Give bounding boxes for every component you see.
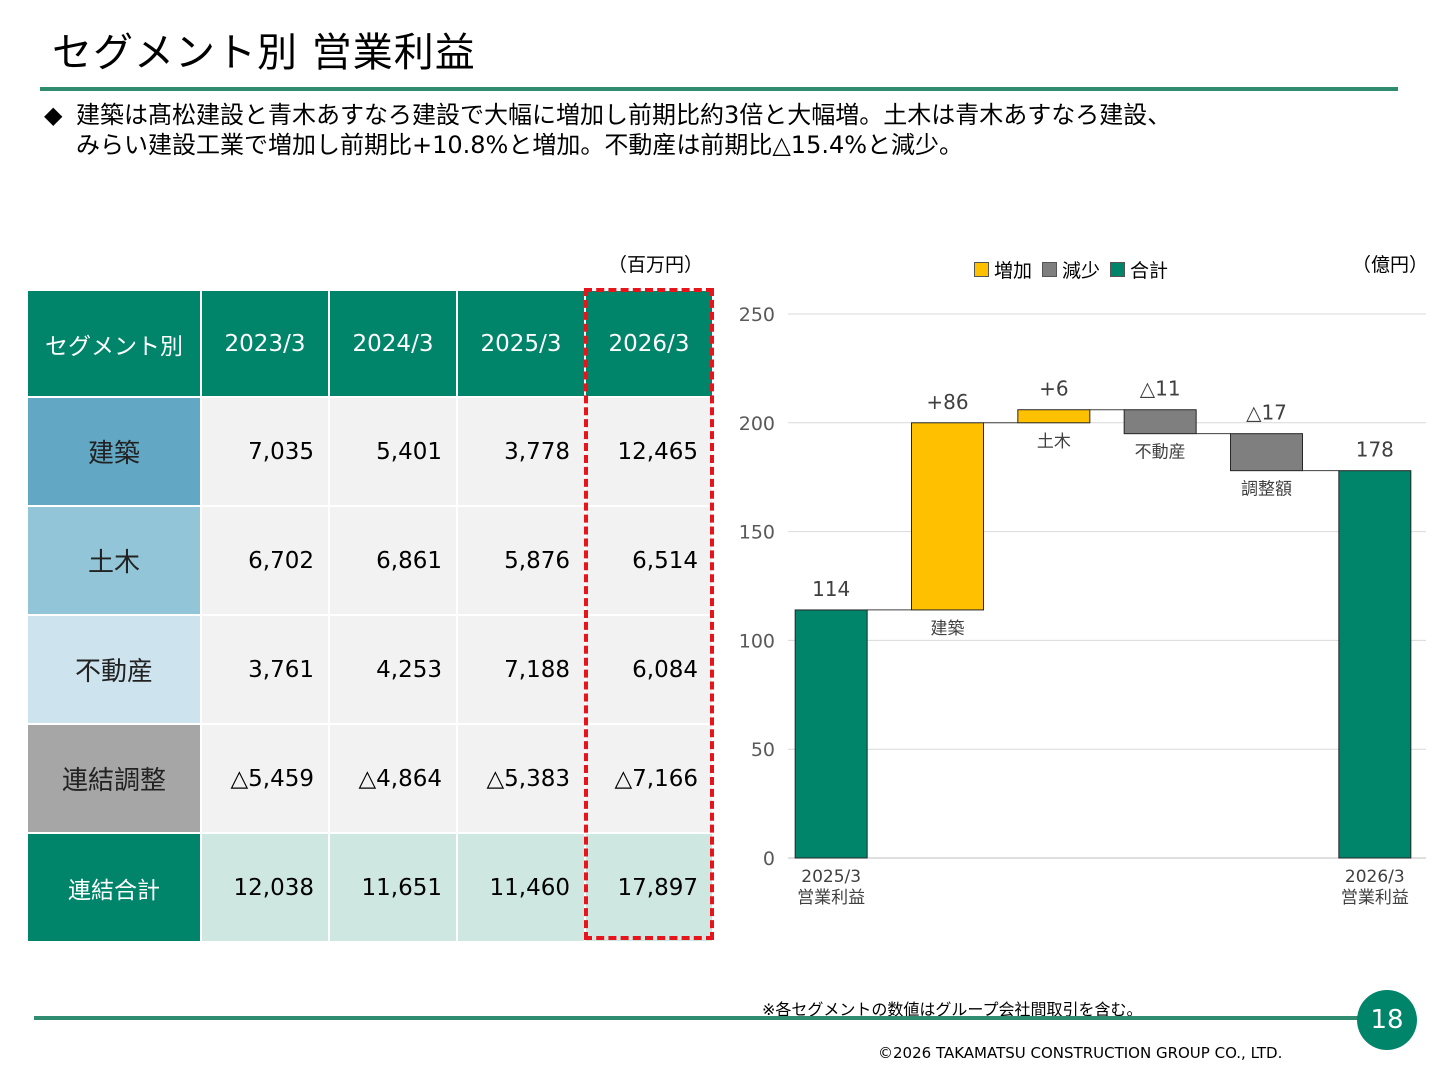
table-header-row: セグメント別 2023/3 2024/3 2025/3 2026/3 (26, 289, 714, 398)
legend-item-increase: 増加 (974, 256, 1032, 283)
category-label: 調整額 (1241, 480, 1292, 500)
header-2023: 2023/3 (200, 289, 330, 398)
waterfall-bar (794, 609, 868, 859)
summary-line-2: みらい建設工業で増加し前期比+10.8%と増加。不動産は前期比△15.4%と減少… (76, 131, 964, 159)
header-segment: セグメント別 (26, 289, 202, 398)
legend-item-decrease: 減少 (1042, 256, 1100, 283)
table-row: 不動産 3,761 4,253 7,188 6,084 (26, 614, 714, 725)
waterfall-chart: 0501001502002501142025/3営業利益+86建築+6土木△11… (739, 304, 1426, 908)
y-tick-label: 250 (739, 304, 775, 326)
category-label: 営業利益 (1341, 888, 1409, 908)
legend-label-increase: 増加 (994, 260, 1033, 282)
table-cell: 3,761 (200, 614, 330, 725)
y-tick-label: 150 (739, 522, 775, 544)
table-cell: 6,514 (584, 505, 714, 616)
row-label-doboku: 土木 (26, 505, 202, 616)
category-label: 営業利益 (797, 888, 865, 908)
chart-legend: 増加 減少 合計 (974, 256, 1168, 283)
data-label: △17 (1246, 401, 1287, 425)
waterfall-bar (1338, 470, 1412, 859)
waterfall-bar (911, 422, 984, 611)
table-total-row: 連結合計 12,038 11,651 11,460 17,897 (26, 832, 714, 943)
page-title: セグメント別 営業利益 (52, 30, 476, 76)
table-row: 連結調整 △5,459 △4,864 △5,383 △7,166 (26, 723, 714, 834)
table-cell: 7,188 (456, 614, 586, 725)
chart-unit-label: （億円） (1352, 254, 1429, 276)
waterfall-bar (1017, 409, 1091, 424)
data-label: 178 (1356, 438, 1394, 462)
category-label: 建築 (931, 619, 965, 639)
title-divider (40, 87, 1398, 91)
table-cell: 17,897 (584, 832, 714, 943)
legend-swatch-increase (974, 262, 989, 277)
y-tick-label: 50 (751, 739, 775, 761)
table-row: 建築 7,035 5,401 3,778 12,465 (26, 396, 714, 507)
row-label-kenchiku: 建築 (26, 396, 202, 507)
waterfall-bar (1230, 433, 1303, 472)
data-label: △11 (1140, 377, 1181, 401)
table-cell: 6,084 (584, 614, 714, 725)
table-cell: 7,035 (200, 396, 330, 507)
category-label: 不動産 (1135, 443, 1186, 463)
legend-item-total: 合計 (1110, 256, 1168, 283)
data-label: 114 (812, 577, 850, 601)
table-unit-label: （百万円） (608, 254, 704, 276)
category-label: 2025/3 (801, 867, 861, 887)
legend-label-total: 合計 (1130, 260, 1169, 282)
y-tick-label: 100 (739, 630, 775, 652)
segment-table: セグメント別 2023/3 2024/3 2025/3 2026/3 建築 7,… (26, 289, 714, 943)
table-cell: 4,253 (328, 614, 458, 725)
header-2026: 2026/3 (584, 289, 714, 398)
footnote: ※各セグメントの数値はグループ会社間取引を含む。 (762, 1000, 1143, 1019)
y-tick-label: 0 (763, 848, 775, 870)
table-cell: △7,166 (584, 723, 714, 834)
table-cell: 11,651 (328, 832, 458, 943)
table-cell: 5,401 (328, 396, 458, 507)
summary-line-1: 建築は髙松建設と青木あすなろ建設で大幅に増加し前期比約3倍と大幅増。土木は青木あ… (76, 101, 1172, 129)
table-cell: 6,702 (200, 505, 330, 616)
header-2025: 2025/3 (456, 289, 586, 398)
page-number: 18 (1357, 990, 1417, 1050)
category-label: 土木 (1037, 432, 1071, 452)
footer-divider (34, 1016, 1366, 1020)
table-cell: 3,778 (456, 396, 586, 507)
category-label: 2026/3 (1345, 867, 1405, 887)
data-label: +86 (926, 390, 968, 414)
table-cell: △5,459 (200, 723, 330, 834)
diamond-bullet-icon: ◆ (44, 101, 63, 129)
waterfall-bar (1123, 409, 1197, 435)
table-cell: 12,465 (584, 396, 714, 507)
table-cell: 5,876 (456, 505, 586, 616)
legend-swatch-decrease (1042, 262, 1058, 277)
copyright: ©2026 TAKAMATSU CONSTRUCTION GROUP CO., … (878, 1044, 1283, 1062)
row-label-adjustment: 連結調整 (26, 723, 202, 834)
legend-swatch-total (1110, 262, 1126, 277)
data-label: +6 (1039, 377, 1068, 401)
header-2024: 2024/3 (328, 289, 458, 398)
table-cell: 11,460 (456, 832, 586, 943)
table-cell: △5,383 (456, 723, 586, 834)
y-tick-label: 200 (739, 413, 775, 435)
table-cell: 12,038 (200, 832, 330, 943)
row-label-fudosan: 不動産 (26, 614, 202, 725)
legend-label-decrease: 減少 (1062, 260, 1101, 282)
row-label-total: 連結合計 (26, 832, 202, 943)
table-cell: 6,861 (328, 505, 458, 616)
table-cell: △4,864 (328, 723, 458, 834)
table-row: 土木 6,702 6,861 5,876 6,514 (26, 505, 714, 616)
